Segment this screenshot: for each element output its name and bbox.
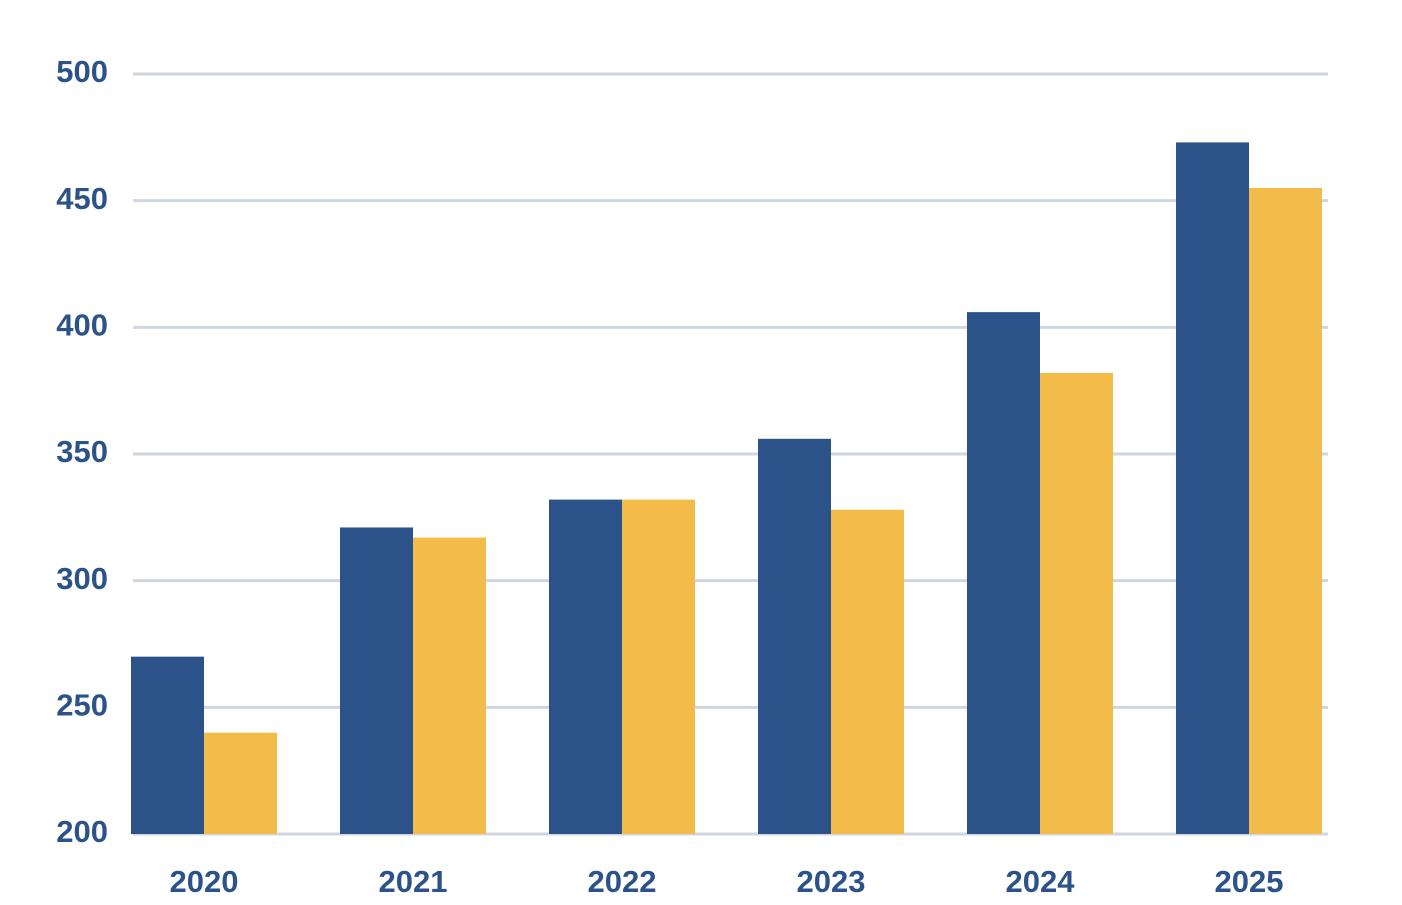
bar (549, 499, 622, 834)
x-tick-label: 2025 (1215, 864, 1284, 899)
y-tick-label: 250 (56, 688, 108, 723)
y-tick-label: 450 (56, 181, 108, 216)
bar (340, 527, 413, 834)
bar (1176, 142, 1249, 834)
bar (204, 732, 277, 834)
bar (413, 537, 486, 834)
x-tick-label: 2021 (379, 864, 448, 899)
y-tick-label: 500 (56, 54, 108, 89)
y-tick-label: 400 (56, 308, 108, 343)
bar (1249, 188, 1322, 834)
x-tick-label: 2024 (1006, 864, 1076, 899)
bar (1040, 372, 1113, 834)
y-tick-label: 350 (56, 434, 108, 469)
bar (967, 312, 1040, 835)
x-tick-label: 2022 (588, 864, 657, 899)
y-tick-label: 300 (56, 561, 108, 596)
bar (622, 499, 695, 834)
y-tick-label: 200 (56, 814, 108, 849)
x-tick-label: 2020 (170, 864, 239, 899)
bar (831, 509, 904, 834)
x-tick-label: 2023 (797, 864, 866, 899)
bar (758, 438, 831, 834)
bar (131, 656, 204, 834)
